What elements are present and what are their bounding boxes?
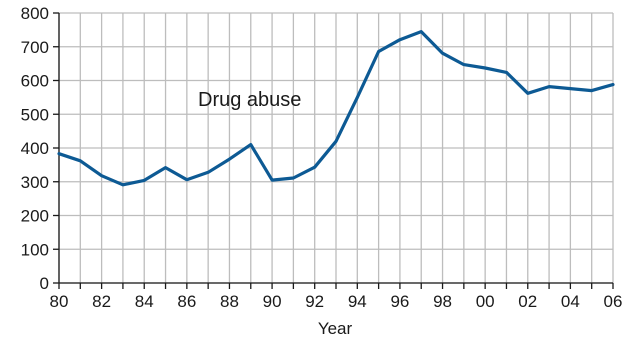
series-layer xyxy=(57,30,615,187)
x-tick-label: 82 xyxy=(92,292,111,311)
y-tick-label: 500 xyxy=(21,105,49,124)
x-tick-label: 86 xyxy=(177,292,196,311)
y-tick-label: 100 xyxy=(21,240,49,259)
x-tick-label: 88 xyxy=(220,292,239,311)
series-line-drug-abuse xyxy=(57,30,615,187)
x-tick-label: 80 xyxy=(50,292,69,311)
x-tick-label: 96 xyxy=(390,292,409,311)
y-tick-label: 200 xyxy=(21,207,49,226)
y-tick-label: 300 xyxy=(21,173,49,192)
annotation-drug-abuse: Drug abuse xyxy=(198,89,301,111)
x-tick-label: 06 xyxy=(604,292,623,311)
y-tick-label: 700 xyxy=(21,38,49,57)
y-tick-label: 600 xyxy=(21,72,49,91)
y-axis-ticks: 0 100 200 300 400 500 600 700 800 xyxy=(21,4,59,293)
x-tick-label: 02 xyxy=(518,292,537,311)
grid xyxy=(58,12,614,284)
x-tick-label: 94 xyxy=(348,292,367,311)
x-tick-label: 04 xyxy=(561,292,580,311)
x-axis-ticks: 80 82 84 86 88 90 92 94 96 98 00 02 04 06 xyxy=(50,283,623,311)
x-tick-label: 92 xyxy=(305,292,324,311)
x-axis-title: Year xyxy=(318,319,353,338)
y-tick-label: 0 xyxy=(40,274,49,293)
x-tick-label: 00 xyxy=(476,292,495,311)
x-tick-label: 90 xyxy=(263,292,282,311)
y-tick-label: 400 xyxy=(21,139,49,158)
x-tick-label: 84 xyxy=(135,292,154,311)
y-tick-label: 800 xyxy=(21,4,49,23)
x-tick-label: 98 xyxy=(433,292,452,311)
